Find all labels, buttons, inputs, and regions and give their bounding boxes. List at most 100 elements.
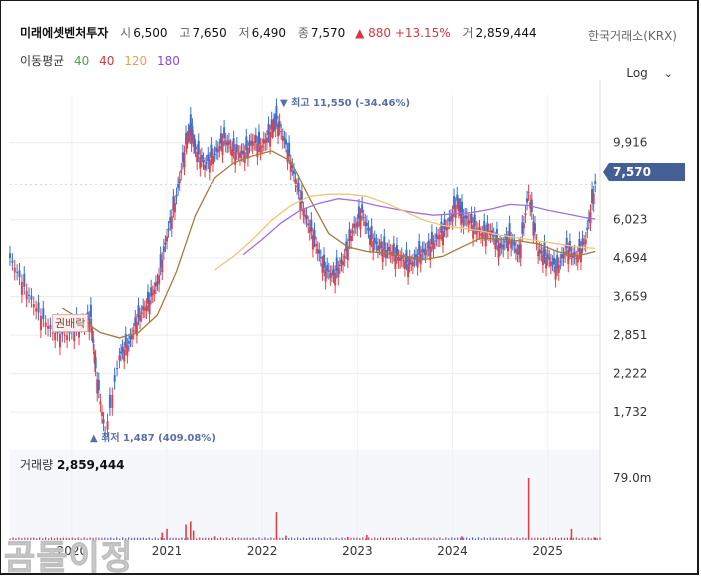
candle-body [89, 304, 92, 318]
volume-bar [267, 538, 269, 540]
candle-body [369, 234, 372, 246]
candle-body [167, 228, 170, 230]
candle-body [334, 272, 337, 286]
x-tick-label: 2025 [532, 544, 563, 558]
candle-body [262, 139, 265, 144]
change-value: ▲ 880 +13.15% [355, 26, 451, 40]
volume-bar [569, 537, 571, 540]
volume-bar [388, 537, 391, 540]
candle-body [134, 317, 137, 327]
candle-body [472, 224, 475, 239]
volume-bar [92, 537, 94, 540]
volume-bar [9, 538, 11, 540]
volume-bar [199, 537, 201, 540]
candle-body [243, 152, 246, 164]
volume-bar [546, 538, 548, 540]
volume-bar [566, 537, 568, 540]
candle-body [229, 146, 232, 148]
candle-body [96, 379, 99, 394]
volume-panel-value: 2,859,444 [56, 458, 125, 472]
volume-bar [33, 537, 35, 540]
candle-body [245, 136, 248, 150]
candle-body [389, 251, 392, 255]
candle-body [135, 321, 138, 336]
candle-body [145, 305, 148, 312]
candle-body [346, 246, 349, 261]
volume-bar [563, 537, 566, 540]
candle-body [227, 140, 230, 145]
candle-body [54, 332, 57, 341]
candle-body [242, 150, 245, 155]
candle-body [329, 272, 332, 278]
volume-bar [163, 537, 165, 540]
volume-bar [101, 537, 103, 540]
candle-body [123, 349, 126, 362]
volume-bar [468, 538, 471, 540]
volume-tick-label: 79.0m [613, 471, 651, 485]
candle-body [258, 131, 261, 145]
volume-bar [581, 537, 583, 540]
volume-bar [451, 537, 453, 540]
volume-peak-bar [192, 530, 195, 540]
candle-body [121, 346, 124, 352]
candle-body [357, 206, 360, 219]
candle-body [541, 254, 544, 266]
volume-bar [436, 538, 438, 540]
volume-bar [68, 537, 70, 540]
candle-body [272, 126, 275, 130]
volume-bar [36, 538, 38, 540]
volume-bar [282, 537, 284, 540]
candle-body [202, 159, 205, 163]
candle-body [132, 330, 135, 332]
volume-bar [231, 537, 233, 540]
candle-body [270, 119, 273, 130]
candle-body [468, 221, 471, 223]
ma-legend-title: 이동평균 [20, 54, 65, 68]
candle-body [494, 239, 497, 250]
candle-body [532, 221, 535, 236]
candle-body [18, 270, 21, 278]
candle-body [557, 264, 560, 273]
volume-bar [288, 538, 290, 540]
candle-body [545, 256, 548, 269]
volume-peak-bar [166, 528, 168, 540]
candle-body [9, 253, 11, 258]
candle-body [146, 291, 149, 304]
volume-bar [305, 538, 308, 540]
volume-bar [136, 537, 139, 540]
candle-body [375, 241, 378, 244]
candle-body [315, 244, 318, 247]
volume-bar [406, 537, 408, 540]
chevron-down-icon[interactable]: ⌄ [663, 67, 673, 80]
candle-body [475, 228, 478, 235]
ma-legend[interactable]: 이동평균 40 40 120 180 [20, 52, 180, 69]
candle-body [199, 156, 202, 169]
volume-bar [504, 537, 506, 540]
candle-body [169, 217, 172, 224]
volume-bar [71, 537, 73, 540]
candle-body [190, 130, 193, 145]
scale-toggle[interactable]: Log ⌄ [626, 66, 673, 80]
candle-body [173, 203, 176, 213]
candle-body [548, 257, 551, 260]
candle-body [543, 242, 546, 256]
candle-body [359, 215, 362, 230]
candle-body [189, 114, 192, 127]
candle-body [116, 367, 119, 369]
candle-body [251, 141, 254, 147]
candle-body [560, 254, 563, 259]
volume-bar [534, 537, 536, 540]
volume-bar [338, 538, 340, 540]
candle-body [378, 246, 381, 248]
candle-body [153, 289, 156, 294]
volume-bar [59, 537, 62, 540]
candle-body [508, 223, 511, 237]
candle-body [283, 138, 286, 141]
volume-bar [86, 538, 88, 540]
volume-bar [463, 537, 465, 540]
candle-body [221, 140, 224, 156]
candle-body [589, 211, 592, 224]
candle-body [511, 241, 514, 243]
candle-body [399, 257, 402, 261]
